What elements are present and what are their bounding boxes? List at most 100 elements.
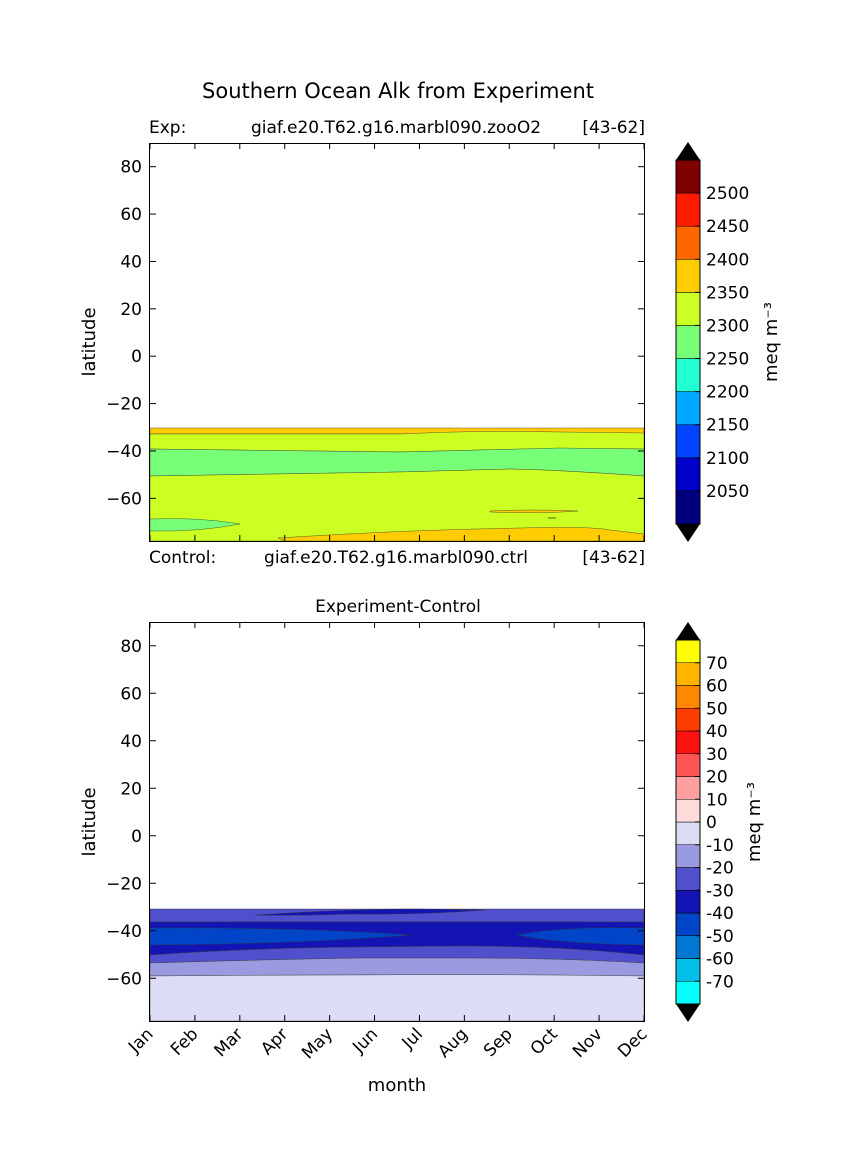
panel-experiment: 80 60 40 20 0 −20 −40 −60 latitude 2050 2100 2150… <box>79 142 782 542</box>
contour-neg50-east <box>516 927 645 946</box>
colorbar-tick-label: -10 <box>706 836 734 856</box>
figure-title: Southern Ocean Alk from Experiment <box>202 79 594 103</box>
colorbar-tick-label: -40 <box>706 904 734 924</box>
colorbar-segment <box>675 159 701 194</box>
exp-years: [43-62] <box>582 118 645 138</box>
colorbar-segment <box>675 821 701 845</box>
y-axis-experiment: 80 60 40 20 0 −20 −40 −60 <box>106 158 644 509</box>
ylabel-difference: latitude <box>79 787 100 856</box>
colorbar-tick-label: -20 <box>706 859 734 879</box>
colorbar-tick-label: 2450 <box>706 217 749 237</box>
control-label: Control: <box>149 548 216 568</box>
y-tick-label: −20 <box>106 395 142 415</box>
colorbar-segment <box>675 325 701 359</box>
filled-contours-experiment <box>149 427 645 542</box>
colorbar-segment <box>675 730 701 754</box>
colorbar-segment <box>675 259 701 293</box>
contour-neg10-band <box>149 974 645 1022</box>
colorbar-tick-label: -30 <box>706 881 734 901</box>
colorbar-frame <box>675 159 701 525</box>
x-tick-label: Jun <box>348 1024 382 1058</box>
x-tick-label: Aug <box>434 1024 472 1062</box>
colorbar-extend-max <box>676 142 700 160</box>
panel-difference: Experiment-Control 80 60 40 20 0 −20 −40 −60 Ja… <box>79 597 765 1096</box>
contour-neg50-west <box>149 927 413 946</box>
y-tick-label: −40 <box>106 442 142 462</box>
colorbar-tick-label: 60 <box>706 677 728 697</box>
contour-2300-band-south <box>149 468 645 542</box>
colorbar-label-experiment: meq m⁻³ <box>761 302 782 382</box>
colorbar-segment <box>675 935 701 959</box>
colorbar-extend-min <box>676 524 700 542</box>
y-tick-label: 0 <box>131 827 142 847</box>
colorbar-tick-label: 2350 <box>706 283 749 303</box>
x-tick-label: Nov <box>569 1024 607 1062</box>
colorbar-experiment: 2050 2100 2150 2200 2250 2300 2350 2400 2450 2500 <box>675 142 749 542</box>
colorbar-tick-label: -50 <box>706 927 734 947</box>
exp-label: Exp: <box>149 118 186 138</box>
contour-2250-patch <box>149 518 241 532</box>
y-tick-label: 40 <box>120 732 142 752</box>
colorbar-tick-label: 40 <box>706 722 728 742</box>
xlabel-difference: month <box>368 1075 426 1096</box>
y-tick-label: 20 <box>120 779 142 799</box>
y-tick-label: −20 <box>106 874 142 894</box>
colorbar-segment <box>675 981 701 1005</box>
x-tick-label: Feb <box>167 1024 202 1059</box>
colorbar-segment <box>675 192 701 227</box>
axes-frame-experiment <box>149 143 645 542</box>
colorbar-tick-label: 70 <box>706 654 728 674</box>
subplot-title-difference: Experiment-Control <box>315 597 481 617</box>
x-tick-label: Mar <box>211 1024 248 1061</box>
y-tick-label: −60 <box>106 969 142 989</box>
axes-frame-difference <box>149 622 645 1022</box>
colorbar-segment <box>675 799 701 823</box>
colorbar-segment <box>675 358 701 392</box>
colorbar-tick-label: -60 <box>706 950 734 970</box>
x-axis-experiment <box>149 143 645 541</box>
colorbar-tick-label: 2250 <box>706 350 749 370</box>
colorbar-segment <box>675 292 701 326</box>
x-tick-label: Jan <box>124 1024 157 1057</box>
contour-neg40-sliver <box>254 908 486 916</box>
colorbar-segment <box>675 890 701 914</box>
colorbar-tick-label: 2050 <box>706 482 749 502</box>
colorbar-segment <box>675 958 701 982</box>
colorbar-segment <box>675 225 701 260</box>
contour-2350-patch-south <box>277 527 645 542</box>
colorbar-tick-label: 20 <box>706 768 728 788</box>
x-tick-label: Oct <box>527 1024 562 1059</box>
colorbar-segment <box>675 753 701 777</box>
control-years: [43-62] <box>582 548 645 568</box>
colorbar-segment <box>675 867 701 891</box>
contour-2350-sliver <box>489 509 579 513</box>
y-tick-label: −60 <box>106 489 142 509</box>
colorbar-segment <box>675 457 701 492</box>
colorbar-tick-label: 50 <box>706 699 728 719</box>
y-axis-difference: 80 60 40 20 0 −20 −40 −60 <box>106 637 644 989</box>
x-tick-label: Apr <box>257 1024 292 1059</box>
x-tick-label: Jul <box>398 1024 427 1053</box>
control-name: giaf.e20.T62.g16.marbl090.ctrl <box>264 548 528 568</box>
colorbar-tick-label: 2400 <box>706 250 749 270</box>
colorbar-segment <box>675 708 701 732</box>
exp-name: giaf.e20.T62.g16.marbl090.zooO2 <box>251 118 541 138</box>
colorbar-label-difference: meq m⁻³ <box>744 782 765 862</box>
colorbar-extend-min <box>676 1004 700 1022</box>
y-tick-label: 60 <box>120 205 142 225</box>
y-tick-label: 60 <box>120 684 142 704</box>
y-tick-label: −40 <box>106 922 142 942</box>
x-tick-label: May <box>298 1024 337 1063</box>
colorbar-segment <box>675 844 701 868</box>
colorbar-tick-label: 2500 <box>706 184 749 204</box>
colorbar-extend-max <box>676 622 700 640</box>
x-tick-label: Sep <box>480 1024 517 1061</box>
y-tick-label: 0 <box>131 347 142 367</box>
y-tick-label: 20 <box>120 300 142 320</box>
y-tick-label: 80 <box>120 158 142 178</box>
colorbar-tick-label: 2200 <box>706 383 749 403</box>
y-tick-label: 80 <box>120 637 142 657</box>
colorbar-tick-label: 10 <box>706 790 728 810</box>
